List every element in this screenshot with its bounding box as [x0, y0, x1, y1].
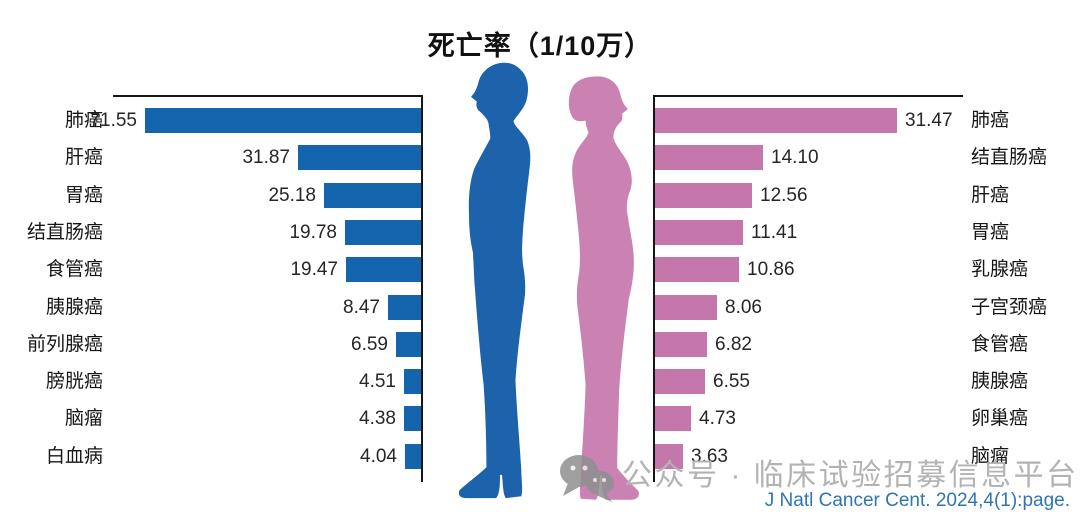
female-bar-row: 胰腺癌 6.55 [653, 369, 1080, 394]
female-bar-row: 脑瘤 3.63 [653, 444, 1080, 469]
female-category-label: 乳腺癌 [971, 259, 1029, 280]
male-category-label: 白血病 [45, 446, 103, 467]
male-category-label: 前列腺癌 [26, 334, 103, 355]
female-category-label: 子宫颈癌 [971, 297, 1048, 318]
citation-text: J Natl Cancer Cent. 2024,4(1):page. [764, 490, 1070, 511]
male-category-label: 膀胱癌 [45, 371, 103, 392]
female-value-label: 6.82 [715, 334, 752, 355]
female-bar [655, 406, 691, 431]
male-bar [396, 332, 421, 357]
male-value-label: 8.47 [343, 297, 380, 318]
female-category-label: 胃癌 [971, 222, 1010, 243]
male-silhouette-icon [458, 62, 531, 499]
female-bar-row: 子宫颈癌 8.06 [653, 295, 1080, 320]
male-bar-row: 膀胱癌 4.51 [0, 369, 423, 394]
female-bar [655, 369, 705, 394]
female-bar [655, 183, 752, 208]
male-bar [324, 183, 421, 208]
female-bar-row: 肺癌 31.47 [653, 108, 1080, 133]
female-bar [655, 145, 763, 170]
female-bar-row: 卵巢癌 4.73 [653, 406, 1080, 431]
male-axis-frame [113, 95, 423, 482]
male-bar-row: 白血病 4.04 [0, 444, 423, 469]
male-value-label: 19.47 [290, 259, 338, 280]
female-category-label: 卵巢癌 [971, 408, 1029, 429]
watermark: 公众号 · 临床试验招募信息平台 [558, 452, 1079, 504]
male-bar [298, 145, 421, 170]
female-value-label: 12.56 [760, 185, 808, 206]
male-value-label: 19.78 [289, 222, 337, 243]
female-category-label: 胰腺癌 [971, 371, 1029, 392]
female-value-label: 10.86 [747, 259, 795, 280]
female-category-label: 肺癌 [971, 110, 1010, 131]
male-bar-row: 肝癌 31.87 [0, 145, 423, 170]
female-category-label: 肝癌 [971, 185, 1010, 206]
male-category-label: 脑瘤 [64, 408, 103, 429]
male-bar [388, 295, 421, 320]
male-value-label: 4.04 [360, 446, 397, 467]
female-value-label: 6.55 [713, 371, 750, 392]
male-bar-row: 食管癌 19.47 [0, 257, 423, 282]
female-bar [655, 257, 739, 282]
male-bar-row: 肺癌 71.55 [0, 108, 423, 133]
watermark-text: 公众号 · 临床试验招募信息平台 [622, 459, 1079, 492]
male-bar-row: 脑瘤 4.38 [0, 406, 423, 431]
male-value-label: 25.18 [268, 185, 316, 206]
female-category-label: 结直肠癌 [971, 147, 1048, 168]
male-bar [405, 444, 421, 469]
female-value-label: 4.73 [699, 408, 736, 429]
male-bar [404, 406, 421, 431]
female-category-label: 脑瘤 [971, 446, 1010, 467]
female-value-label: 31.47 [905, 110, 953, 131]
female-bar-row: 胃癌 11.41 [653, 220, 1080, 245]
female-bar-row: 肝癌 12.56 [653, 183, 1080, 208]
male-rows: 肺癌 71.55 肝癌 31.87 胃癌 25.18 结直肠癌 19.78 食管癌 19.47 胰腺… [0, 95, 423, 495]
female-category-label: 食管癌 [971, 334, 1029, 355]
female-bar-row: 结直肠癌 14.10 [653, 145, 1080, 170]
male-category-label: 肝癌 [64, 147, 103, 168]
male-bar [145, 108, 421, 133]
male-category-label: 胰腺癌 [45, 297, 103, 318]
female-value-label: 8.06 [725, 297, 762, 318]
female-bar [655, 444, 683, 469]
male-value-label: 4.38 [359, 408, 396, 429]
female-value-label: 3.63 [691, 446, 728, 467]
male-value-label: 6.59 [351, 334, 388, 355]
male-category-label: 胃癌 [64, 185, 103, 206]
male-bar-row: 结直肠癌 19.78 [0, 220, 423, 245]
male-value-label: 31.87 [242, 147, 290, 168]
female-bar [655, 220, 743, 245]
male-bar [346, 257, 421, 282]
male-value-label: 4.51 [359, 371, 396, 392]
female-silhouette-icon [568, 76, 639, 500]
wechat-logo-icon [560, 455, 614, 502]
female-bar [655, 108, 897, 133]
female-axis-frame [653, 95, 963, 482]
male-bar-row: 胃癌 25.18 [0, 183, 423, 208]
female-bar-row: 食管癌 6.82 [653, 332, 1080, 357]
male-bar [345, 220, 421, 245]
female-value-label: 14.10 [771, 147, 819, 168]
chart-title: 死亡率（1/10万） [427, 31, 653, 62]
male-bar [404, 369, 421, 394]
female-value-label: 11.41 [751, 222, 798, 243]
male-bar-row: 前列腺癌 6.59 [0, 332, 423, 357]
female-bar-row: 乳腺癌 10.86 [653, 257, 1080, 282]
male-value-label: 71.55 [89, 110, 137, 131]
male-category-label: 肺癌 [64, 110, 103, 131]
female-rows: 肺癌 31.47 结直肠癌 14.10 肝癌 12.56 胃癌 11.41 乳腺癌 10.86 子宫… [653, 95, 1080, 495]
female-bar [655, 332, 707, 357]
male-category-label: 结直肠癌 [26, 222, 103, 243]
female-bar [655, 295, 717, 320]
male-bar-row: 胰腺癌 8.47 [0, 295, 423, 320]
male-category-label: 食管癌 [45, 259, 103, 280]
